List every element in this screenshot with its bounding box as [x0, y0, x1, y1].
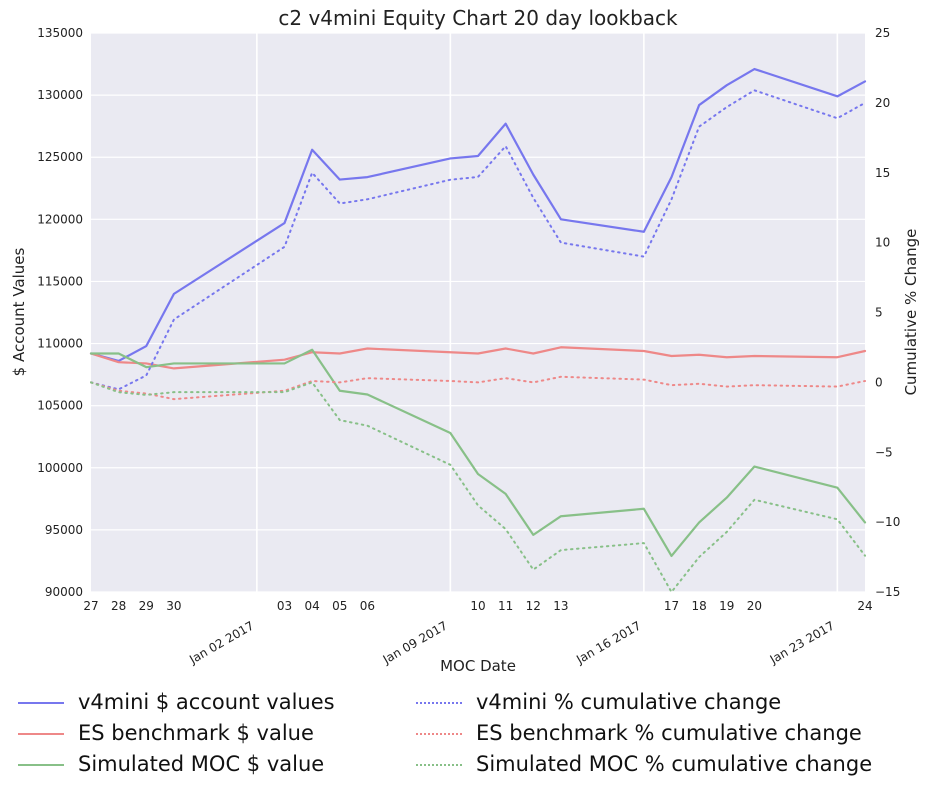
x-major-tick-label: Jan 02 2017	[186, 618, 256, 667]
x-major-tick-label: Jan 23 2017	[767, 618, 837, 667]
y-tick-label: 135000	[37, 26, 83, 40]
legend-swatch-moc-values	[18, 764, 64, 766]
grid	[91, 32, 865, 593]
legend-swatch-v4mini-values	[18, 702, 64, 704]
y2-tick-label: −10	[875, 515, 900, 529]
x-tick-label: 05	[332, 599, 347, 613]
y-tick-label: 125000	[37, 150, 83, 164]
x-tick-label: 03	[277, 599, 292, 613]
x-tick-label: 06	[360, 599, 375, 613]
y-tick-label: 95000	[45, 523, 83, 537]
x-tick-label: 29	[139, 599, 154, 613]
chart-title: c2 v4mini Equity Chart 20 day lookback	[278, 6, 678, 30]
right-axis-ticks: −15 −10 −5 0 5 10 15 20 25	[875, 26, 900, 599]
equity-chart: 90000 95000 100000 105000 110000 115000 120000…	[10, 6, 920, 675]
y-tick-label: 115000	[37, 274, 83, 288]
series-line-3	[90, 89, 866, 391]
x-tick-label: 13	[553, 599, 568, 613]
plot-area	[91, 33, 865, 592]
series-line-2	[89, 348, 867, 558]
x-tick-label: 17	[664, 599, 679, 613]
x-tick-label: 12	[526, 599, 541, 613]
series-line-0	[89, 67, 867, 363]
y2-axis-label: Cumulative % Change	[902, 229, 920, 396]
legend-label: ES benchmark % cumulative change	[476, 721, 862, 745]
left-axis-ticks: 90000 95000 100000 105000 110000 115000 120000…	[37, 26, 83, 599]
x-major-tick-label: Jan 16 2017	[573, 618, 643, 667]
series-layer	[89, 67, 867, 593]
y2-tick-label: 5	[875, 306, 883, 320]
legend-swatch-v4mini-percent	[416, 702, 462, 704]
y-tick-label: 120000	[37, 212, 83, 226]
x-tick-label: 11	[498, 599, 513, 613]
legend-swatch-es-values	[18, 733, 64, 735]
y-tick-label: 130000	[37, 88, 83, 102]
legend-swatch-es-percent	[416, 733, 462, 735]
legend-label: Simulated MOC $ value	[78, 752, 325, 776]
legend-label: v4mini % cumulative change	[476, 690, 782, 714]
legend-label: ES benchmark $ value	[78, 721, 314, 745]
series-line-5	[90, 381, 866, 593]
legend: v4mini $ account values ES benchmark $ v…	[0, 688, 931, 793]
x-tick-label: 30	[166, 599, 181, 613]
y2-tick-label: −5	[875, 445, 893, 459]
series-line-4	[90, 375, 866, 401]
y2-tick-label: 25	[875, 26, 890, 40]
x-axis-label: MOC Date	[440, 657, 516, 675]
x-tick-label: 04	[305, 599, 320, 613]
y-tick-label: 90000	[45, 585, 83, 599]
x-tick-label: 24	[857, 599, 872, 613]
legend-swatch-moc-percent	[416, 764, 462, 766]
y2-tick-label: 0	[875, 375, 883, 389]
x-tick-label: 18	[692, 599, 707, 613]
y2-tick-label: 20	[875, 96, 890, 110]
y2-tick-label: 10	[875, 236, 890, 250]
x-tick-label: 27	[83, 599, 98, 613]
y-tick-label: 110000	[37, 337, 83, 351]
x-tick-label: 20	[747, 599, 762, 613]
y2-tick-label: −15	[875, 585, 900, 599]
x-tick-label: 28	[111, 599, 126, 613]
x-tick-label: 19	[719, 599, 734, 613]
x-tick-label: 10	[470, 599, 485, 613]
y-tick-label: 105000	[37, 399, 83, 413]
legend-label: Simulated MOC % cumulative change	[476, 752, 873, 776]
legend-label: v4mini $ account values	[78, 690, 335, 714]
y-axis-label: $ Account Values	[10, 247, 28, 376]
y2-tick-label: 15	[875, 166, 890, 180]
series-line-1	[89, 346, 867, 370]
y-tick-label: 100000	[37, 461, 83, 475]
